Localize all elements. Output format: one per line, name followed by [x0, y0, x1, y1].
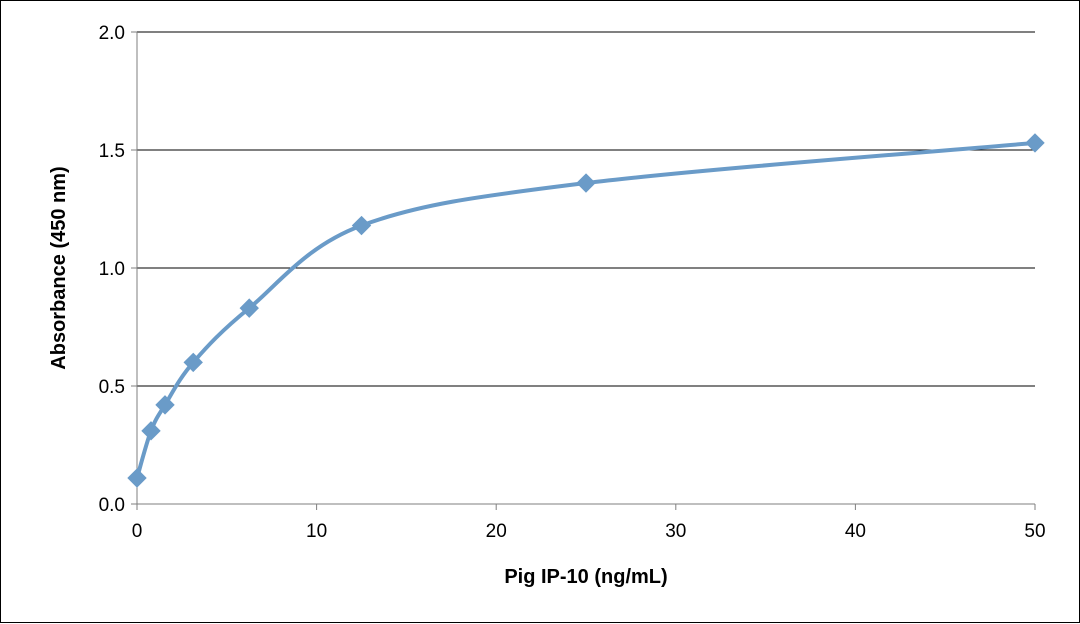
data-point-5: [351, 215, 372, 236]
x-tick-label-4: 40: [845, 521, 866, 542]
series-line-0: [135, 140, 1037, 481]
axes: [131, 31, 1036, 510]
x-tick-label-2: 20: [486, 521, 507, 542]
y-axis-title: Absorbance (450 nm): [48, 166, 70, 369]
x-tick-label-0: 0: [132, 521, 143, 542]
x-tick-label-1: 10: [306, 521, 327, 542]
data-point-7: [1025, 133, 1045, 153]
tick-labels: 0.0 0.5 1.0 1.5 2.0 0 10 20 30 40 50: [99, 23, 1046, 542]
data-point-2: [155, 395, 175, 415]
data-point-3: [183, 352, 203, 373]
data-point-1: [141, 421, 161, 441]
gridlines: [137, 31, 1035, 387]
y-tick-label-0: 0.0: [99, 495, 125, 516]
x-axis-title: Pig IP-10 (ng/mL): [504, 566, 667, 588]
x-tick-label-5: 50: [1024, 521, 1045, 542]
y-tick-label-2: 1.0: [99, 259, 125, 280]
y-tick-label-1: 0.5: [99, 377, 125, 398]
x-tick-label-3: 30: [665, 521, 686, 542]
y-tick-label-3: 1.5: [99, 141, 125, 162]
data-point-0: [127, 468, 147, 488]
data-point-6: [576, 173, 596, 193]
y-tick-label-4: 2.0: [99, 23, 125, 44]
data-series: [127, 133, 1045, 488]
data-point-4: [239, 298, 259, 318]
